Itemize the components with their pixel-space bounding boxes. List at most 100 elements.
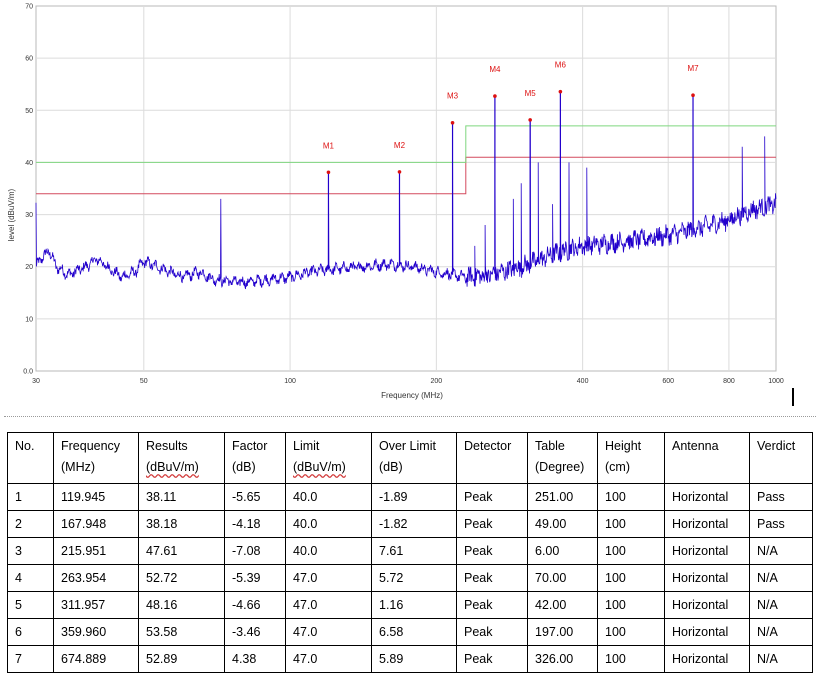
cell-verdict: N/A xyxy=(749,564,813,592)
x-tick-label: 200 xyxy=(431,378,443,385)
x-tick-label: 30 xyxy=(32,378,40,385)
header-antenna: Antenna xyxy=(664,432,750,484)
table-row: 4 263.954 52.72 -5.39 47.0 5.72 Peak 70.00 100 Ho… xyxy=(7,564,813,592)
cell-table: 42.00 xyxy=(527,591,598,619)
table-row: 7 674.889 52.89 4.38 47.0 5.89 Peak 326.00 100 Ho… xyxy=(7,645,813,673)
cell-antenna: Horizontal xyxy=(664,591,750,619)
cell-over-limit: 5.72 xyxy=(371,564,457,592)
separator-line xyxy=(4,416,816,417)
cell-results: 48.16 xyxy=(138,591,225,619)
cell-over-limit: 6.58 xyxy=(371,618,457,646)
cell-limit: 40.0 xyxy=(285,483,372,511)
marker-point xyxy=(397,170,402,174)
cell-detector: Peak xyxy=(456,618,528,646)
header-limit: Limit (dBuV/m) xyxy=(285,432,372,484)
cell-results: 52.89 xyxy=(138,645,225,673)
header-height: Height (cm) xyxy=(597,432,665,484)
cell-frequency: 311.957 xyxy=(53,591,139,619)
trace-line xyxy=(35,91,777,290)
cell-antenna: Horizontal xyxy=(664,537,750,565)
x-tick-label: 1000 xyxy=(768,378,784,385)
marker-point xyxy=(558,89,563,94)
cell-factor: -4.66 xyxy=(224,591,286,619)
cell-over-limit: -1.89 xyxy=(371,483,457,511)
cell-verdict: N/A xyxy=(749,537,813,565)
cell-antenna: Horizontal xyxy=(664,618,750,646)
y-tick-label: 60 xyxy=(25,56,33,63)
y-tick-label: 50 xyxy=(25,108,33,115)
cell-detector: Peak xyxy=(456,591,528,619)
cell-antenna: Horizontal xyxy=(664,564,750,592)
cell-height: 100 xyxy=(597,645,665,673)
y-tick-label: 0.0 xyxy=(23,369,33,376)
limit-lines xyxy=(36,125,776,195)
cell-antenna: Horizontal xyxy=(664,510,750,538)
plot-area xyxy=(35,5,777,372)
header-frequency: Frequency (MHz) xyxy=(53,432,139,484)
cell-frequency: 263.954 xyxy=(53,564,139,592)
limit-line-1 xyxy=(36,156,776,195)
marker-point xyxy=(450,120,455,125)
cell-table: 326.00 xyxy=(527,645,598,673)
cell-results: 47.61 xyxy=(138,537,225,565)
cell-antenna: Horizontal xyxy=(664,483,750,511)
cell-no: 6 xyxy=(7,618,54,646)
cell-limit: 47.0 xyxy=(285,618,372,646)
cell-no: 7 xyxy=(7,645,54,673)
cell-verdict: Pass xyxy=(749,510,813,538)
cell-results: 52.72 xyxy=(138,564,225,592)
header-over-limit: Over Limit (dB) xyxy=(371,432,457,484)
table-row: 2 167.948 38.18 -4.18 40.0 -1.82 Peak 49.00 100 H… xyxy=(7,510,813,538)
cell-no: 2 xyxy=(7,510,54,538)
cell-over-limit: 1.16 xyxy=(371,591,457,619)
marker-point xyxy=(528,118,532,122)
cell-no: 4 xyxy=(7,564,54,592)
cell-verdict: N/A xyxy=(749,645,813,673)
cell-verdict: N/A xyxy=(749,618,813,646)
x-tick-label: 50 xyxy=(140,378,148,385)
tick-labels: 0.0 10 20 30 40 50 60 70 30 50 100 200 400 600 800 1000 xyxy=(23,4,784,386)
header-verdict: Verdict xyxy=(749,432,813,484)
cell-frequency: 167.948 xyxy=(53,510,139,538)
marker-label: M4 xyxy=(489,65,501,74)
cell-no: 5 xyxy=(7,591,54,619)
cell-frequency: 359.960 xyxy=(53,618,139,646)
cell-detector: Peak xyxy=(456,564,528,592)
cell-factor: -5.65 xyxy=(224,483,286,511)
y-tick-label: 10 xyxy=(25,316,33,323)
cell-height: 100 xyxy=(597,510,665,538)
y-tick-label: 20 xyxy=(25,264,33,271)
cell-results: 38.18 xyxy=(138,510,225,538)
y-tick-label: 70 xyxy=(25,4,33,11)
x-tick-label: 100 xyxy=(284,378,296,385)
cell-factor: 4.38 xyxy=(224,645,286,673)
x-tick-label: 600 xyxy=(662,378,674,385)
x-axis-label: Frequency (MHz) xyxy=(381,391,443,400)
marker-label: M6 xyxy=(555,61,567,70)
cell-frequency: 674.889 xyxy=(53,645,139,673)
cell-results: 38.11 xyxy=(138,483,225,511)
limit-line-2 xyxy=(36,125,776,163)
cell-height: 100 xyxy=(597,591,665,619)
cell-limit: 47.0 xyxy=(285,645,372,673)
table-row: 6 359.960 53.58 -3.46 47.0 6.58 Peak 197.00 100 H… xyxy=(7,618,813,646)
y-tick-label: 40 xyxy=(25,160,33,167)
header-detector: Detector xyxy=(456,432,528,484)
y-tick-label: 30 xyxy=(25,212,33,219)
cell-detector: Peak xyxy=(456,510,528,538)
cell-no: 3 xyxy=(7,537,54,565)
marker-label: M5 xyxy=(525,89,537,98)
table-row: 5 311.957 48.16 -4.66 47.0 1.16 Peak 42.00 100 Ho… xyxy=(7,591,813,619)
results-table: No. Frequency (MHz) Results (dBuV/m) Facto… xyxy=(7,432,813,673)
x-tick-label: 400 xyxy=(577,378,589,385)
cell-frequency: 215.951 xyxy=(53,537,139,565)
cell-frequency: 119.945 xyxy=(53,483,139,511)
text-cursor xyxy=(792,388,794,406)
header-results: Results (dBuV/m) xyxy=(138,432,225,484)
y-axis-label: level (dBuV/m) xyxy=(7,188,16,241)
cell-no: 1 xyxy=(7,483,54,511)
cell-height: 100 xyxy=(597,564,665,592)
cell-limit: 40.0 xyxy=(285,537,372,565)
marker-label: M1 xyxy=(323,141,335,150)
cell-over-limit: -1.82 xyxy=(371,510,457,538)
